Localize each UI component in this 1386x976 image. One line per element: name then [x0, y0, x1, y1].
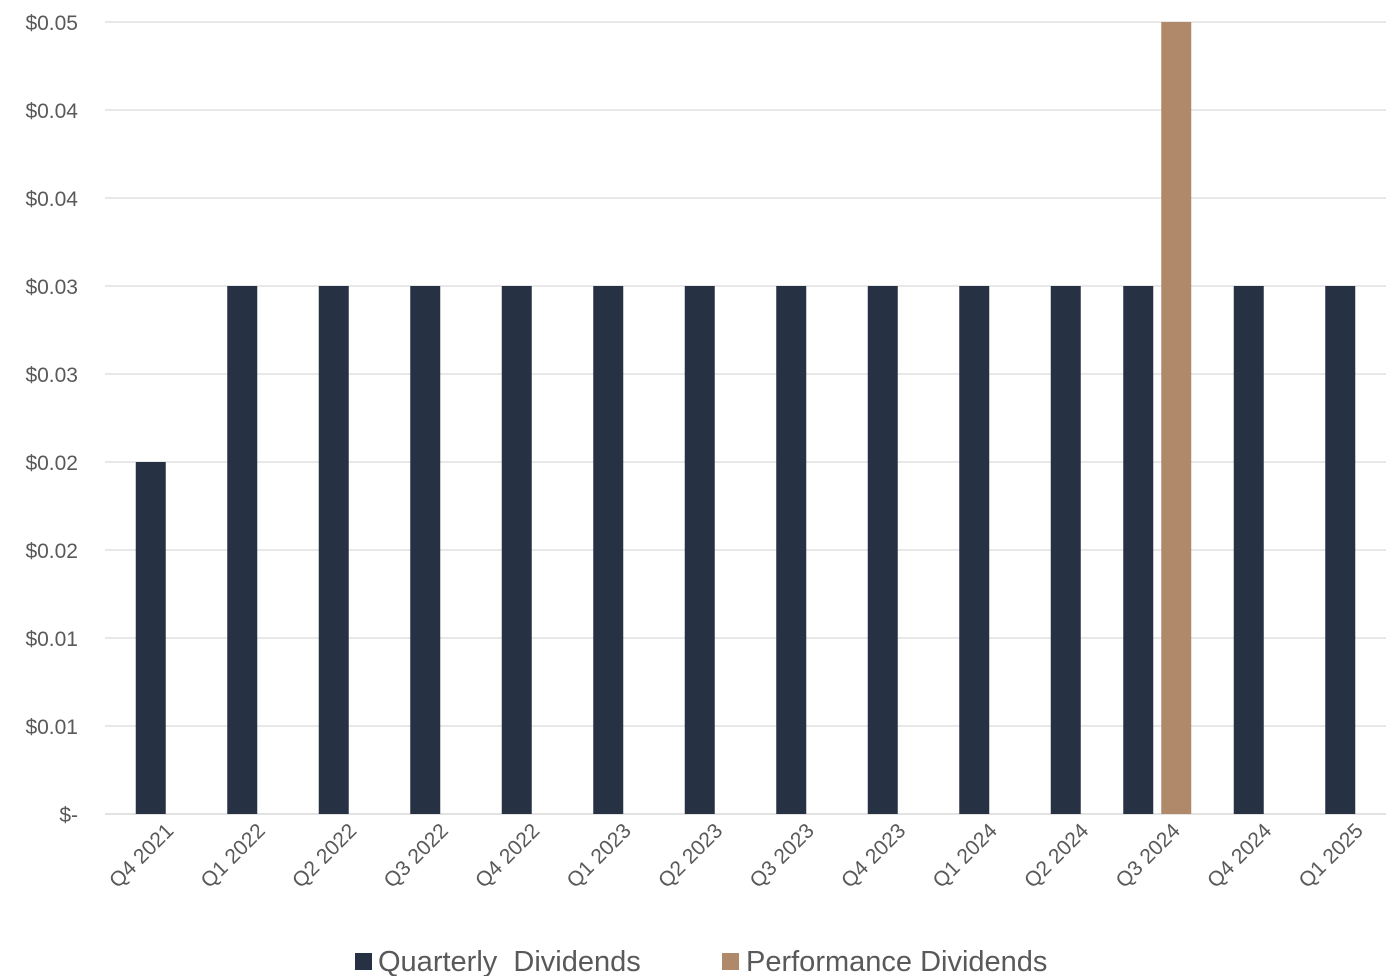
- y-tick-label: $-: [59, 804, 78, 827]
- y-tick-label: $0.04: [25, 188, 78, 211]
- legend-swatch-performance: [722, 953, 739, 970]
- bar-quarterly-dividend: [135, 462, 166, 814]
- gridlines: [105, 21, 1386, 815]
- bar-quarterly-dividend: [776, 286, 807, 814]
- bar-quarterly-dividend: [1325, 286, 1356, 814]
- x-tick-label: Q2 2022: [288, 819, 361, 892]
- x-tick-label: Q3 2023: [746, 819, 819, 892]
- bar-quarterly-dividend: [684, 286, 715, 814]
- legend: Quarterly Dividends Performance Dividend…: [355, 946, 1047, 976]
- legend-swatch-quarterly: [355, 953, 372, 970]
- y-tick-label: $0.03: [25, 276, 78, 299]
- bar-quarterly-dividend: [959, 286, 990, 814]
- legend-label-quarterly: Quarterly Dividends: [378, 946, 641, 976]
- x-tick-label: Q2 2024: [1020, 819, 1093, 892]
- bar-quarterly-dividend: [410, 286, 441, 814]
- x-tick-label: Q4 2022: [471, 819, 544, 892]
- x-axis-ticks: Q4 2021 Q1 2022 Q2 2022 Q3 2022 Q4 2022 Q1 20…: [105, 819, 1368, 892]
- bar-quarterly-dividend: [1233, 286, 1264, 814]
- bar-quarterly-dividend: [227, 286, 258, 814]
- bar-quarterly-dividend: [1050, 286, 1081, 814]
- bar-quarterly-dividend: [867, 286, 898, 814]
- y-tick-label: $0.02: [25, 452, 78, 475]
- bars: [135, 22, 1356, 814]
- y-tick-label: $0.04: [25, 100, 78, 123]
- x-tick-label: Q4 2021: [105, 819, 178, 892]
- x-tick-label: Q4 2023: [837, 819, 910, 892]
- bar-quarterly-dividend: [318, 286, 349, 814]
- x-tick-label: Q3 2024: [1112, 819, 1185, 892]
- bar-quarterly-dividend: [593, 286, 624, 814]
- y-tick-label: $0.02: [25, 540, 78, 563]
- bar-performance-dividend: [1161, 22, 1192, 814]
- y-tick-label: $0.05: [25, 12, 78, 35]
- x-tick-label: Q3 2022: [380, 819, 453, 892]
- x-tick-label: Q1 2022: [197, 819, 270, 892]
- y-tick-label: $0.03: [25, 364, 78, 387]
- bar-quarterly-dividend: [1123, 286, 1154, 814]
- legend-label-performance: Performance Dividends: [746, 946, 1047, 976]
- y-tick-label: $0.01: [25, 716, 78, 739]
- x-tick-label: Q1 2024: [929, 819, 1002, 892]
- x-tick-label: Q1 2023: [563, 819, 636, 892]
- y-axis-ticks: $- $0.01 $0.01 $0.02 $0.02 $0.03 $0.03 $0.04 $0.…: [25, 12, 78, 827]
- x-tick-label: Q2 2023: [654, 819, 727, 892]
- x-tick-label: Q1 2025: [1295, 819, 1368, 892]
- x-tick-label: Q4 2024: [1203, 819, 1276, 892]
- y-tick-label: $0.01: [25, 628, 78, 651]
- bar-quarterly-dividend: [501, 286, 532, 814]
